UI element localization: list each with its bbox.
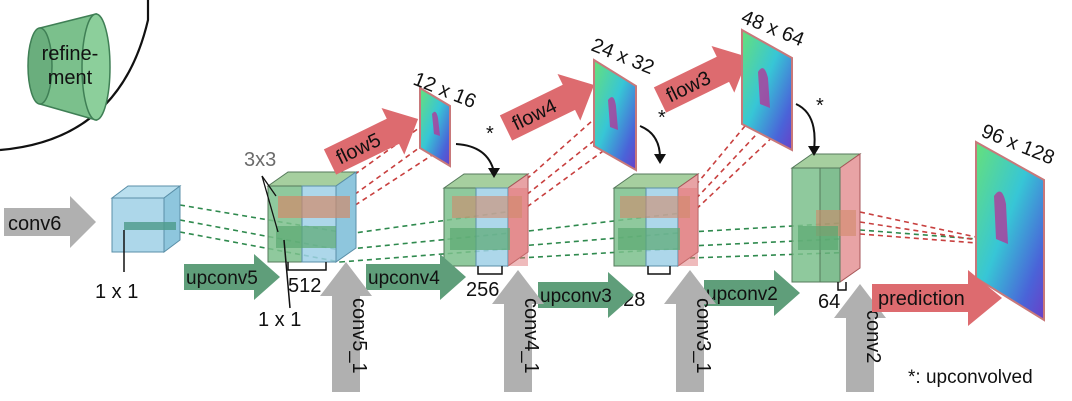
conv-input-arrows: conv5_1 conv4_1 conv3_1 conv2: [320, 262, 886, 392]
refinement-legend: refine- ment: [0, 0, 150, 152]
conv2-label: conv2: [862, 310, 884, 363]
prediction-arrow: prediction: [872, 270, 1002, 326]
channels-512-label: 512: [288, 275, 321, 297]
flow-arrows: flow5 flow4 flow3: [323, 45, 749, 175]
refinement-label-line1: refine-: [42, 43, 99, 65]
block5: 3x3 512 1 x 1: [244, 149, 358, 331]
conv6-block: 1 x 1: [95, 185, 182, 303]
upconv5-label: upconv5: [186, 268, 258, 289]
flow5-arrow: flow5: [323, 107, 419, 175]
block4: 256: [442, 173, 530, 301]
flow4-arrow: flow4: [499, 73, 595, 141]
conv4_1-label: conv4_1: [520, 298, 542, 374]
channels-64-label: 64: [818, 291, 840, 313]
conv3_1-label: conv3_1: [692, 298, 714, 374]
upconv4-arrow: upconv4: [366, 254, 466, 300]
upconv-arrows: upconv5 upconv4 upconv3 upconv2: [184, 254, 800, 318]
conv6-arrow: conv6: [4, 196, 96, 248]
conv5_1-arrow: conv5_1: [320, 262, 372, 392]
upconv2-arrow: upconv2: [704, 270, 800, 316]
channels-256-label: 256: [466, 279, 499, 301]
conv6-label: conv6: [8, 213, 61, 235]
footnote: *: upconvolved: [908, 367, 1033, 388]
one-by-one-label-b: 1 x 1: [258, 309, 301, 331]
block3: 128: [612, 173, 700, 311]
prediction-label: prediction: [878, 288, 965, 310]
dashed-connections: [179, 104, 991, 263]
one-by-one-label-a: 1 x 1: [95, 281, 138, 303]
flow3-image: 48 x 64: [738, 6, 807, 152]
asterisk-2: *: [658, 107, 666, 129]
flow5-image: 12 x 16: [410, 68, 479, 168]
conv5_1-label: conv5_1: [348, 298, 370, 374]
asterisk-3: *: [816, 95, 824, 117]
block2: 64: [790, 153, 862, 313]
asterisk-1: *: [486, 123, 494, 145]
upconv3-label: upconv3: [540, 286, 612, 307]
flow4-image: 24 x 32: [588, 34, 657, 172]
conv3_1-arrow: conv3_1: [664, 270, 716, 392]
three-by-three-label: 3x3: [244, 149, 276, 171]
refinement-label-line2: ment: [48, 67, 93, 89]
upconv3-arrow: upconv3: [538, 272, 634, 318]
upconv4-label: upconv4: [368, 268, 440, 289]
upconvolved-arrows: [455, 103, 820, 178]
upconv5-arrow: upconv5: [184, 254, 280, 300]
upconv2-label: upconv2: [706, 284, 778, 305]
conv4_1-arrow: conv4_1: [492, 270, 544, 392]
